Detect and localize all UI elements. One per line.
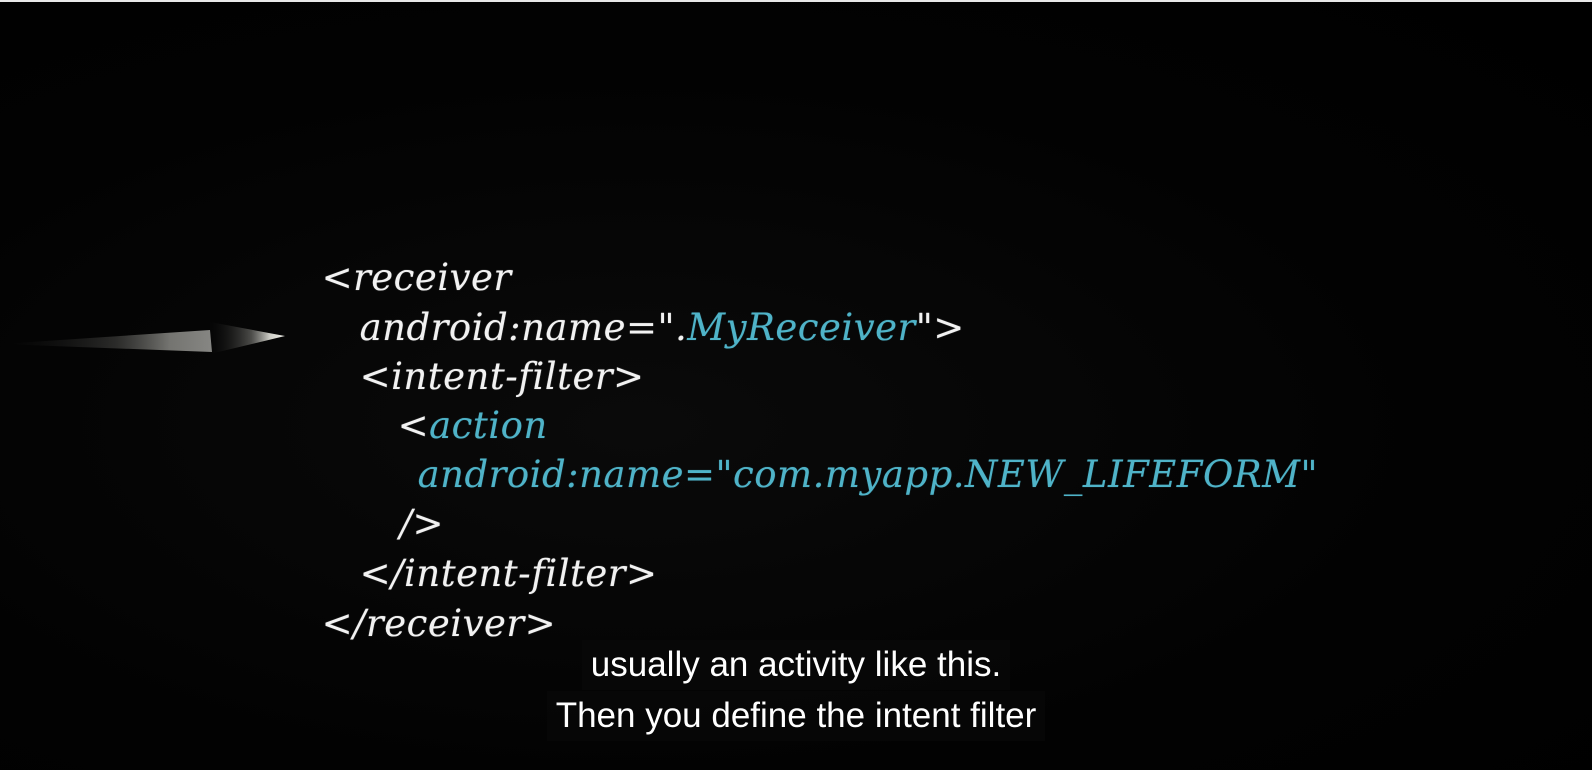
pen-tip-icon	[0, 322, 285, 354]
code-accent-text: action	[429, 404, 548, 447]
code-accent-text: android:name="com.myapp.NEW_LIFEFORM"	[417, 453, 1319, 496]
code-line-intent-filter-close: </intent-filter>	[286, 502, 658, 646]
caption-row: usually an activity like this.	[0, 640, 1592, 691]
caption-line-2: Then you define the intent filter	[546, 691, 1046, 741]
code-text: </intent-filter>	[359, 552, 658, 595]
caption-line-1: usually an activity like this.	[581, 640, 1011, 690]
code-text: <intent-filter>	[359, 355, 645, 398]
code-line-action-name: android:name="com.myapp.NEW_LIFEFORM"	[344, 403, 1318, 547]
code-text: <	[397, 404, 430, 447]
code-text: ">	[915, 306, 965, 349]
code-line-receiver-name: android:name=".MyReceiver">	[286, 256, 965, 400]
code-accent-text: MyReceiver	[687, 306, 916, 349]
code-text: </receiver>	[321, 602, 557, 645]
code-line-action-open: <action	[324, 354, 548, 498]
code-line-receiver-open: <receiver	[248, 206, 512, 350]
code-text: android:name=".	[359, 306, 688, 349]
code-text: />	[399, 502, 445, 545]
caption-row: Then you define the intent filter	[0, 691, 1592, 742]
subtitle-captions: usually an activity like this. Then you …	[0, 640, 1592, 742]
code-board: <receiver android:name=".MyReceiver"> <i…	[248, 202, 1368, 645]
code-text: <receiver	[321, 256, 512, 299]
code-line-intent-filter-open: <intent-filter>	[286, 305, 645, 449]
code-line-action-close: />	[326, 452, 444, 596]
code-line-receiver-close: </receiver>	[248, 552, 556, 696]
